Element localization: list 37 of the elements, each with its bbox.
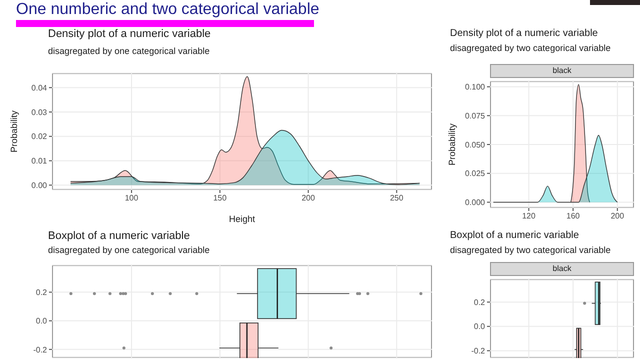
y-tick-label: 0.2 xyxy=(36,288,48,298)
chart-title: Density plot of a numeric variable xyxy=(48,28,211,40)
y-tick-label: 0.2 xyxy=(474,298,486,307)
y-tick-label: 0.100 xyxy=(464,82,486,92)
x-tick-label: 200 xyxy=(610,212,625,221)
chart-title: Boxplot of a numeric variable xyxy=(450,230,579,241)
y-tick-label: 0.000 xyxy=(464,198,486,208)
chart-title: Density plot of a numeric variable xyxy=(450,28,598,39)
y-tick-label: 0.00 xyxy=(31,180,48,190)
x-tick-label: 200 xyxy=(302,194,316,203)
y-tick-label: 0.0 xyxy=(474,322,486,332)
y-axis-title: Probability xyxy=(9,110,20,153)
y-tick-label: 0.04 xyxy=(31,83,48,92)
y-tick-label: -0.2 xyxy=(471,346,486,356)
y-axis-title: Probability xyxy=(447,122,458,166)
y-tick-label: 0.02 xyxy=(31,132,48,142)
chart-subtitle: disagregated by one categorical variable xyxy=(48,46,210,56)
text: black xyxy=(490,64,634,78)
y-tick-label: -0.2 xyxy=(33,345,48,354)
text: black xyxy=(490,262,634,276)
y-tick-label: 0.01 xyxy=(31,156,48,166)
y-tick-label: 0.050 xyxy=(464,140,486,150)
x-axis-title: Height xyxy=(228,214,256,224)
x-tick-label: 120 xyxy=(522,212,536,221)
y-tick-label: 0.03 xyxy=(31,108,48,117)
y-tick-label: 0.075 xyxy=(464,111,486,120)
y-tick-label: 0.025 xyxy=(464,169,486,178)
y-tick-label: 0.0 xyxy=(36,316,48,326)
x-tick-label: 250 xyxy=(390,194,404,203)
x-tick-label: 160 xyxy=(566,212,580,221)
chart-subtitle: disagregated by two categorical variable xyxy=(450,245,611,255)
chart-subtitle: disagregated by two categorical variable xyxy=(450,43,611,53)
chart-title: Boxplot of a numeric variable xyxy=(48,230,190,242)
text: One numberic and two categorical variable xyxy=(16,1,320,19)
x-tick-label: 150 xyxy=(213,194,228,203)
x-tick-label: 100 xyxy=(124,194,139,203)
chart-subtitle: disagregated by one categorical variable xyxy=(48,245,210,255)
